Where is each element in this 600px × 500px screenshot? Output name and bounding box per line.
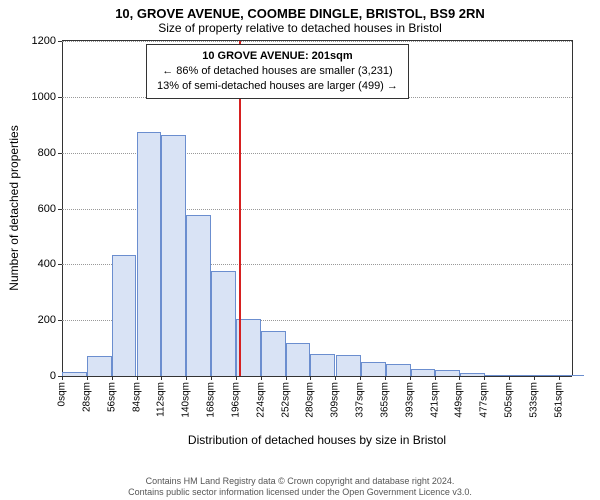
x-tick-label: 477sqm xyxy=(479,376,490,418)
y-tick-label: 600 xyxy=(38,203,62,215)
annotation-line: ← 86% of detached houses are smaller (3,… xyxy=(157,64,398,79)
x-tick-label: 28sqm xyxy=(81,376,92,412)
footer-line-1: Contains HM Land Registry data © Crown c… xyxy=(0,476,600,487)
x-tick-label: 421sqm xyxy=(429,376,440,418)
y-tick-label: 400 xyxy=(38,258,62,270)
x-axis-label: Distribution of detached houses by size … xyxy=(62,433,572,447)
histogram-bar xyxy=(137,132,162,376)
footer-attribution: Contains HM Land Registry data © Crown c… xyxy=(0,476,600,499)
annotation-line: 13% of semi-detached houses are larger (… xyxy=(157,79,398,94)
histogram-bar xyxy=(161,135,186,376)
y-axis-label: Number of detached properties xyxy=(7,125,21,290)
gridline xyxy=(62,41,572,42)
x-tick-label: 365sqm xyxy=(379,376,390,418)
histogram-bar xyxy=(112,255,137,376)
y-tick-label: 1200 xyxy=(32,35,62,47)
x-tick-label: 196sqm xyxy=(230,376,241,418)
histogram-bar xyxy=(186,215,211,376)
x-tick-label: 533sqm xyxy=(528,376,539,418)
x-tick-label: 112sqm xyxy=(156,376,167,417)
histogram-bar xyxy=(411,369,436,376)
histogram-bar xyxy=(386,364,411,376)
annotation-line: 10 GROVE AVENUE: 201sqm xyxy=(157,49,398,64)
y-tick-label: 800 xyxy=(38,147,62,159)
histogram-bar xyxy=(336,355,361,376)
x-tick-label: 224sqm xyxy=(255,376,266,418)
x-tick-label: 0sqm xyxy=(57,376,68,406)
annotation-box: 10 GROVE AVENUE: 201sqm← 86% of detached… xyxy=(146,44,409,99)
y-tick-label: 1000 xyxy=(32,91,62,103)
x-tick-label: 140sqm xyxy=(181,376,192,418)
x-tick-label: 505sqm xyxy=(504,376,515,418)
x-tick-label: 168sqm xyxy=(206,376,217,418)
footer-line-2: Contains public sector information licen… xyxy=(0,487,600,498)
chart-title: 10, GROVE AVENUE, COOMBE DINGLE, BRISTOL… xyxy=(0,0,600,21)
x-tick-label: 309sqm xyxy=(330,376,341,418)
x-tick-label: 84sqm xyxy=(131,376,142,412)
histogram-bar xyxy=(87,356,112,376)
x-tick-label: 561sqm xyxy=(553,376,564,418)
x-tick-label: 56sqm xyxy=(106,376,117,412)
histogram-bar xyxy=(310,354,335,376)
histogram-bar xyxy=(286,343,311,377)
chart-container: 10, GROVE AVENUE, COOMBE DINGLE, BRISTOL… xyxy=(0,0,600,500)
x-tick-label: 280sqm xyxy=(305,376,316,418)
x-tick-label: 252sqm xyxy=(280,376,291,418)
histogram-bar xyxy=(361,362,386,376)
chart-subtitle: Size of property relative to detached ho… xyxy=(0,21,600,39)
histogram-bar xyxy=(211,271,236,376)
x-tick-label: 449sqm xyxy=(454,376,465,418)
x-tick-label: 337sqm xyxy=(355,376,366,418)
x-tick-label: 393sqm xyxy=(404,376,415,418)
y-tick-label: 200 xyxy=(38,314,62,326)
histogram-bar xyxy=(261,331,286,376)
